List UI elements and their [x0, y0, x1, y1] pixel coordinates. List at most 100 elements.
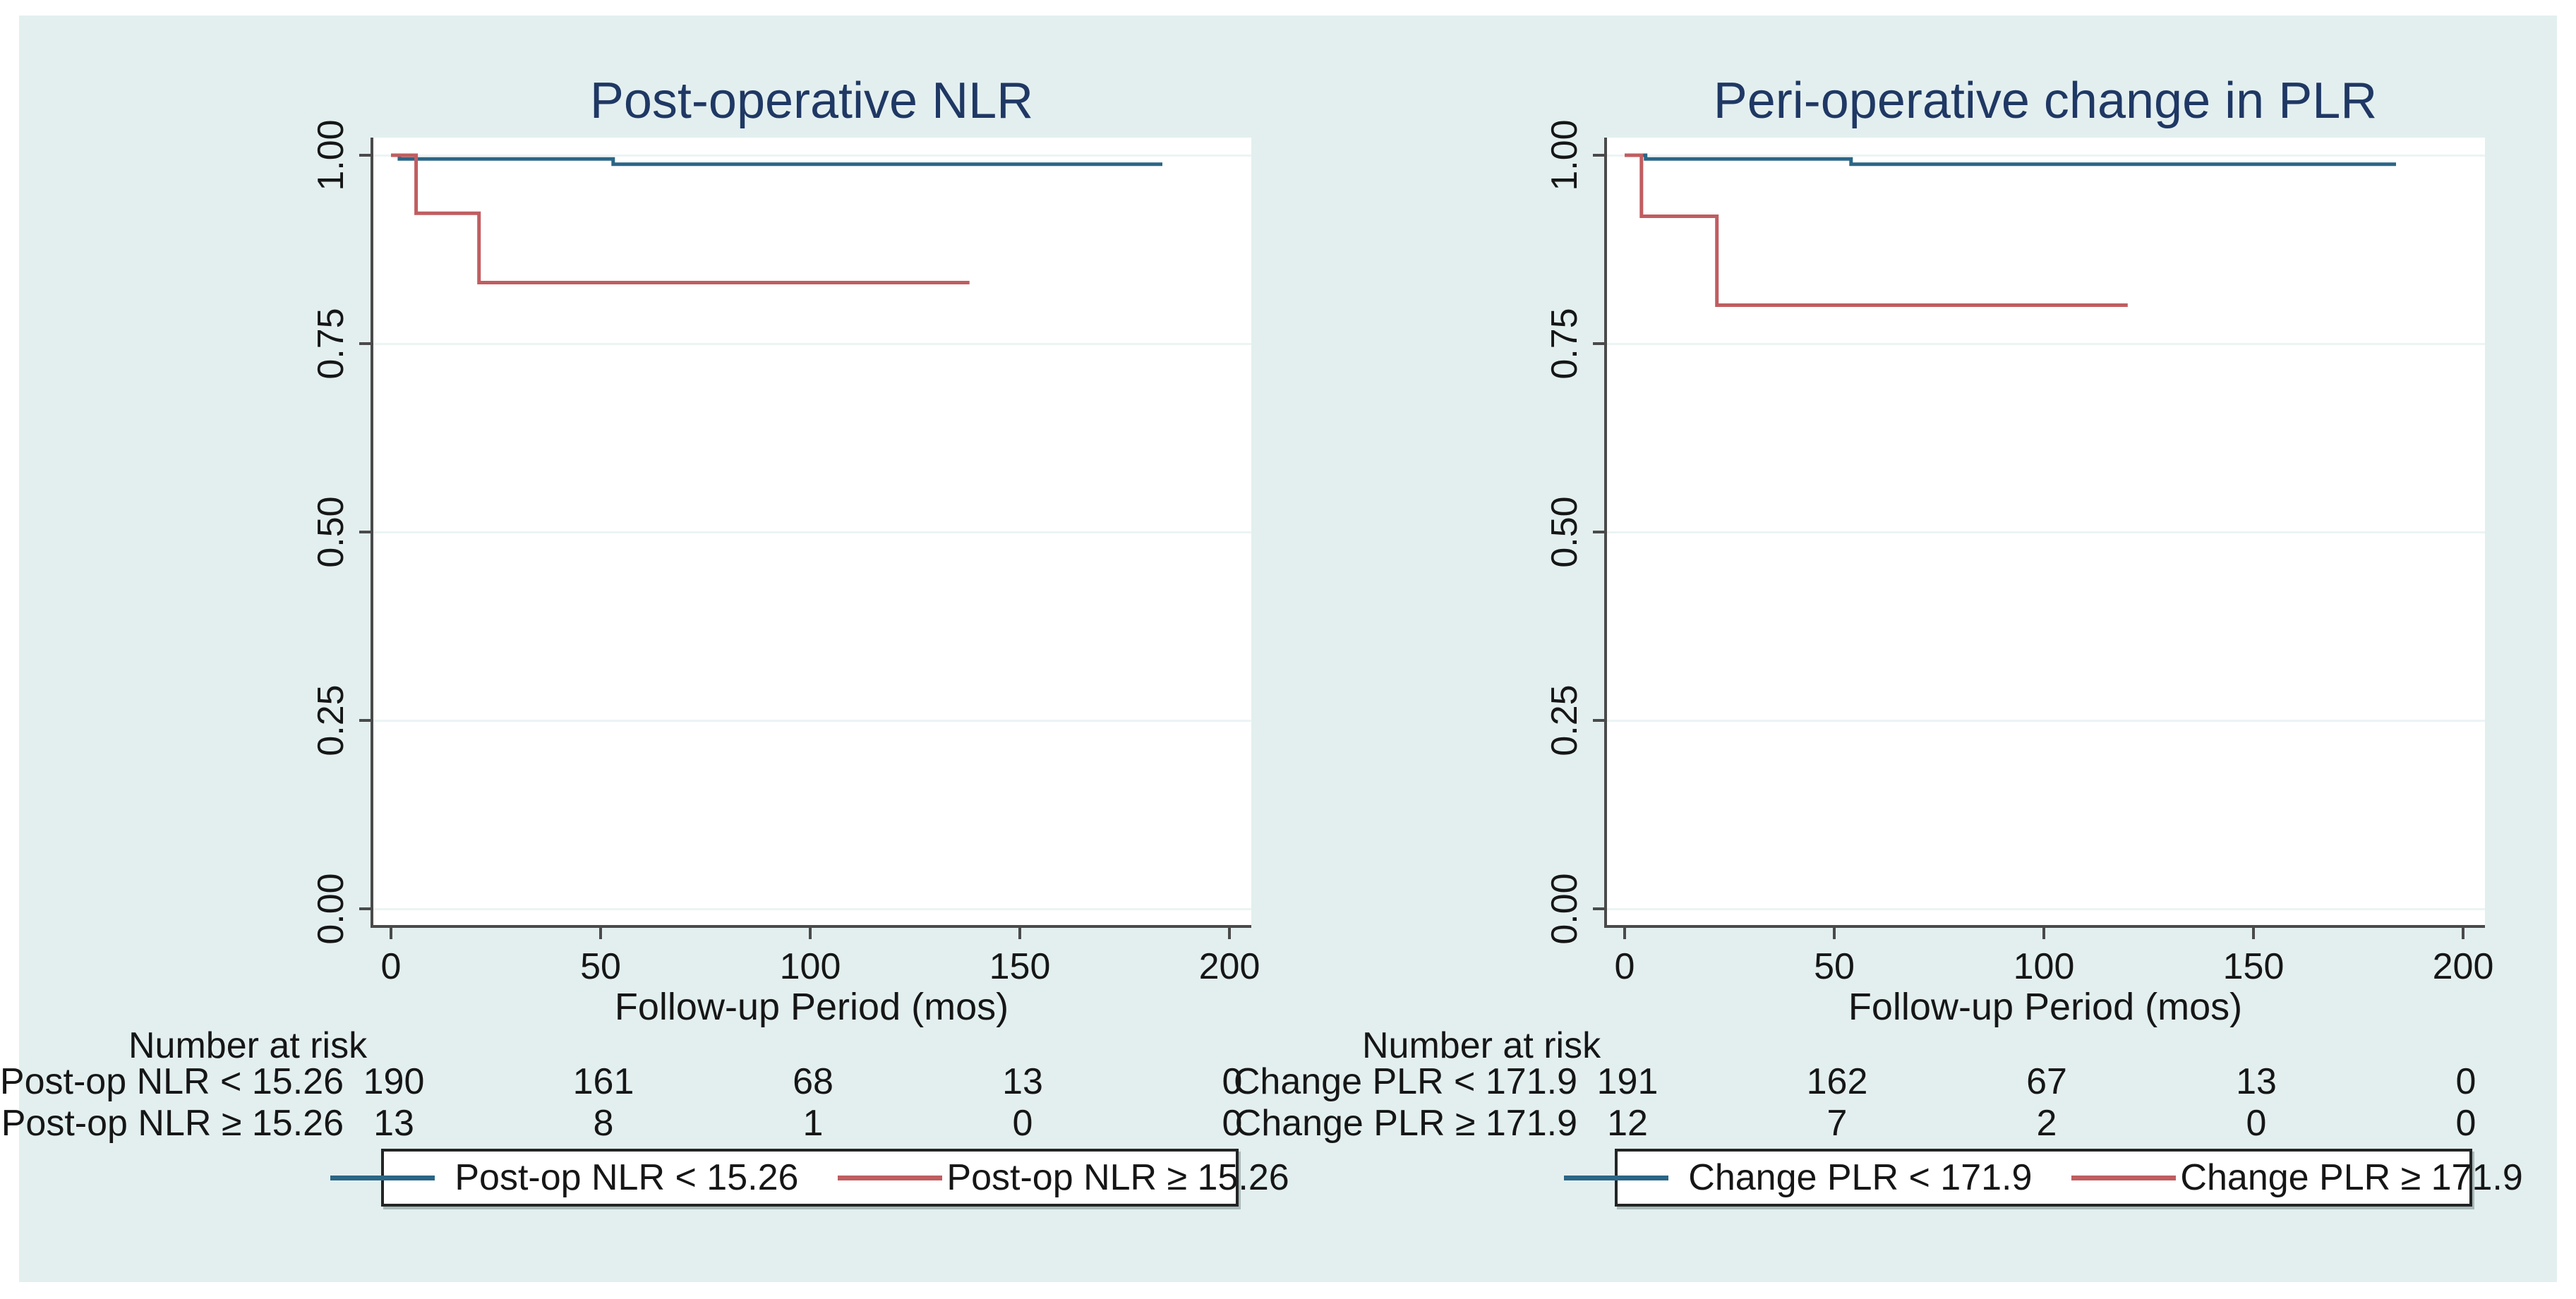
y-tick-label: 0.25: [1544, 684, 1585, 756]
legend-line-sample: [330, 1175, 435, 1180]
risk-count: 68: [793, 1061, 833, 1102]
risk-count: 2: [2036, 1103, 2057, 1144]
risk-count: 0: [2455, 1061, 2476, 1102]
x-tick: [2042, 926, 2045, 939]
y-tick-label: 0.75: [1544, 308, 1585, 380]
legend-item-label: Change PLR < 171.9: [1688, 1157, 2033, 1198]
risk-count: 13: [2236, 1061, 2277, 1102]
risk-row-label: Change PLR ≥ 171.9: [1234, 1103, 1577, 1144]
risk-count: 0: [2455, 1103, 2476, 1144]
legend: Post-op NLR < 15.26 Post-op NLR ≥ 15.26: [330, 1149, 1289, 1207]
y-tick: [1593, 531, 1606, 533]
y-tick: [359, 342, 372, 345]
panel-title: Post-operative NLR: [589, 73, 1034, 129]
legend-line-sample: [2071, 1175, 2177, 1180]
y-tick: [1593, 154, 1606, 157]
risk-count: 12: [1607, 1103, 1648, 1144]
y-tick-label: 1.00: [311, 119, 351, 191]
legend-line-sample: [1564, 1175, 1669, 1180]
km-curve-high-group: [391, 153, 970, 284]
risk-count: 161: [572, 1061, 634, 1102]
risk-count: 191: [1596, 1061, 1659, 1102]
y-tick-label: 0.75: [311, 308, 351, 380]
x-axis-title: Follow-up Period (mos): [1848, 986, 2243, 1028]
legend-item-label: Change PLR ≥ 171.9: [2180, 1157, 2523, 1198]
risk-count: 162: [1806, 1061, 1868, 1102]
x-axis-title: Follow-up Period (mos): [614, 986, 1009, 1028]
risk-count: 13: [1002, 1061, 1043, 1102]
x-axis-line: [371, 925, 1251, 928]
y-gridline: [1606, 155, 2485, 157]
y-tick: [1593, 342, 1606, 345]
y-tick: [359, 531, 372, 533]
x-tick: [1228, 926, 1231, 939]
x-tick-label: 50: [580, 946, 621, 987]
y-tick: [359, 719, 372, 722]
y-gridline: [372, 531, 1251, 533]
y-tick-label: 0.25: [311, 684, 351, 756]
y-tick-label: 0.50: [1544, 496, 1585, 568]
y-axis-line: [1604, 138, 1607, 928]
x-tick-label: 150: [989, 946, 1051, 987]
y-tick-label: 0.00: [311, 873, 351, 945]
x-tick-label: 0: [1614, 946, 1635, 987]
risk-count: 190: [363, 1061, 425, 1102]
km-curve-low-group: [391, 153, 1162, 167]
risk-count: 8: [593, 1103, 614, 1144]
x-tick-label: 200: [2432, 946, 2494, 987]
legend-line-sample: [838, 1175, 943, 1180]
x-tick: [2462, 926, 2464, 939]
x-tick-label: 0: [380, 946, 402, 987]
risk-count: 67: [2026, 1061, 2067, 1102]
x-tick: [809, 926, 812, 939]
x-tick: [599, 926, 602, 939]
y-gridline: [372, 720, 1251, 722]
y-gridline: [372, 343, 1251, 345]
x-axis-line: [1604, 925, 2485, 928]
risk-count: 0: [1222, 1103, 1243, 1144]
km-curve-low-group: [1625, 153, 2396, 167]
panel-title: Peri-operative change in PLR: [1713, 73, 2378, 129]
y-gridline: [372, 908, 1251, 910]
y-tick: [1593, 719, 1606, 722]
y-gridline: [1606, 531, 2485, 533]
risk-table-header: Number at risk: [128, 1025, 368, 1066]
x-tick-label: 50: [1814, 946, 1855, 987]
y-tick: [359, 154, 372, 157]
x-tick: [390, 926, 392, 939]
y-tick-label: 0.50: [311, 496, 351, 568]
risk-count: 13: [373, 1103, 414, 1144]
risk-table-header: Number at risk: [1362, 1025, 1601, 1066]
risk-row-label: Post-op NLR < 15.26: [0, 1061, 344, 1102]
risk-count: 0: [2246, 1103, 2267, 1144]
legend-item-label: Post-op NLR < 15.26: [455, 1157, 799, 1198]
y-tick-label: 0.00: [1544, 873, 1585, 945]
y-gridline: [1606, 908, 2485, 910]
x-tick: [1833, 926, 1836, 939]
y-gridline: [1606, 720, 2485, 722]
km-curves-svg: [1625, 153, 2396, 307]
y-axis-line: [371, 138, 373, 928]
x-tick: [1018, 926, 1021, 939]
y-gridline: [1606, 343, 2485, 345]
x-tick-label: 150: [2222, 946, 2285, 987]
km-curves-svg: [391, 153, 1162, 284]
y-tick: [1593, 907, 1606, 910]
x-tick: [1623, 926, 1626, 939]
x-tick-label: 100: [2013, 946, 2075, 987]
risk-count: 1: [802, 1103, 824, 1144]
risk-count: 0: [1012, 1103, 1033, 1144]
y-tick: [359, 907, 372, 910]
risk-row-label: Post-op NLR ≥ 15.26: [1, 1103, 344, 1144]
x-tick: [2252, 926, 2255, 939]
km-curve-high-group: [1625, 153, 2128, 307]
y-gridline: [372, 155, 1251, 157]
y-tick-label: 1.00: [1544, 119, 1585, 191]
risk-row-label: Change PLR < 171.9: [1233, 1061, 1577, 1102]
risk-count: 7: [1826, 1103, 1848, 1144]
risk-count: 0: [1222, 1061, 1243, 1102]
legend-item-label: Post-op NLR ≥ 15.26: [946, 1157, 1289, 1198]
x-tick-label: 100: [779, 946, 841, 987]
x-tick-label: 200: [1198, 946, 1260, 987]
legend: Change PLR < 171.9 Change PLR ≥ 171.9: [1564, 1149, 2523, 1207]
